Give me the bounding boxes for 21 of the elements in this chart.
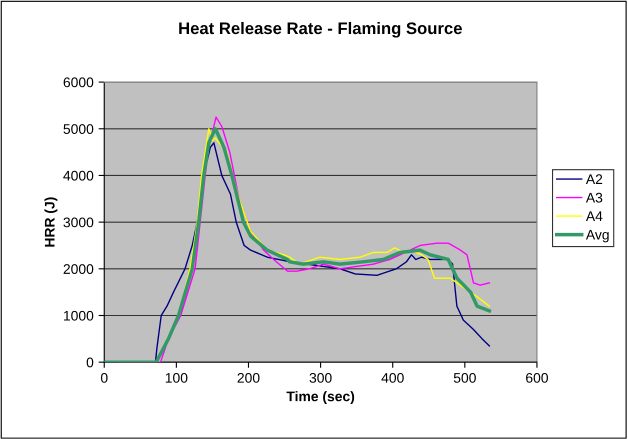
x-tick-label: 200 bbox=[238, 372, 260, 383]
legend-label: A4 bbox=[586, 211, 602, 221]
y-tick-label: 5000 bbox=[63, 124, 94, 134]
y-tick-label: 0 bbox=[86, 358, 94, 368]
x-tick-label: 0 bbox=[100, 372, 108, 383]
y-axis-title: HRR (J) bbox=[44, 197, 58, 247]
x-tick-label: 600 bbox=[526, 372, 548, 383]
y-tick-label: 4000 bbox=[63, 170, 94, 181]
legend-label: A2 bbox=[586, 174, 602, 184]
legend-label: A3 bbox=[586, 192, 602, 203]
x-tick-label: 300 bbox=[310, 372, 332, 383]
x-axis-title: Time (sec) bbox=[286, 391, 354, 404]
y-tick-label: 1000 bbox=[64, 310, 94, 321]
chart-title: Heat Release Rate - Flaming Source bbox=[179, 22, 462, 38]
x-tick-label: 400 bbox=[381, 372, 404, 383]
legend-label: Avg bbox=[586, 230, 609, 242]
y-tick-label: 6000 bbox=[64, 77, 94, 88]
y-tick-label: 3000 bbox=[63, 217, 94, 228]
x-tick-label: 500 bbox=[454, 372, 476, 383]
y-tick-label: 2000 bbox=[64, 264, 94, 274]
x-tick-label: 100 bbox=[166, 372, 188, 383]
